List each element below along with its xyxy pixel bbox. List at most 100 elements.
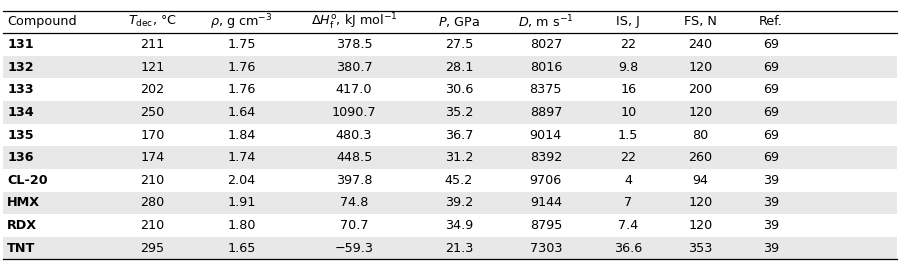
Text: 9706: 9706: [530, 174, 562, 187]
Text: 353: 353: [688, 242, 713, 255]
Text: 1.5: 1.5: [618, 129, 638, 142]
Text: $\rho$, g cm$^{-3}$: $\rho$, g cm$^{-3}$: [211, 12, 273, 32]
Text: 39: 39: [763, 219, 778, 232]
Text: 211: 211: [140, 38, 165, 51]
Text: 240: 240: [688, 38, 712, 51]
Text: 4: 4: [625, 174, 632, 187]
Text: 1.75: 1.75: [228, 38, 256, 51]
Text: 22: 22: [620, 151, 636, 164]
Text: $P$, GPa: $P$, GPa: [438, 15, 480, 29]
Text: 202: 202: [140, 83, 165, 96]
Text: 8016: 8016: [530, 61, 562, 74]
Text: $\Delta H_\mathregular{f}^\mathregular{o}$, kJ mol$^{-1}$: $\Delta H_\mathregular{f}^\mathregular{o…: [310, 12, 398, 32]
Text: 170: 170: [140, 129, 165, 142]
Text: 9.8: 9.8: [618, 61, 638, 74]
Text: 8795: 8795: [530, 219, 562, 232]
Text: 210: 210: [140, 219, 165, 232]
Bar: [3, 56, 897, 78]
Text: 36.6: 36.6: [614, 242, 643, 255]
Text: 69: 69: [763, 61, 778, 74]
Text: HMX: HMX: [7, 196, 40, 209]
Text: 120: 120: [688, 106, 712, 119]
Text: 28.1: 28.1: [445, 61, 473, 74]
Text: 39: 39: [763, 196, 778, 209]
Text: 448.5: 448.5: [336, 151, 373, 164]
Bar: [3, 146, 897, 169]
Text: 70.7: 70.7: [340, 219, 368, 232]
Text: RDX: RDX: [7, 219, 37, 232]
Text: CL-20: CL-20: [7, 174, 48, 187]
Text: 1.80: 1.80: [228, 219, 256, 232]
Text: 280: 280: [140, 196, 165, 209]
Text: 1.76: 1.76: [228, 83, 256, 96]
Text: 200: 200: [688, 83, 712, 96]
Bar: [3, 101, 897, 124]
Text: 380.7: 380.7: [336, 61, 373, 74]
Text: −59.3: −59.3: [335, 242, 374, 255]
Text: 1.84: 1.84: [228, 129, 256, 142]
Text: FS, N: FS, N: [684, 15, 716, 28]
Text: 69: 69: [763, 151, 778, 164]
Text: 35.2: 35.2: [445, 106, 473, 119]
Text: 480.3: 480.3: [336, 129, 373, 142]
Text: Ref.: Ref.: [759, 15, 783, 28]
Text: 10: 10: [620, 106, 636, 119]
Text: 34.9: 34.9: [445, 219, 473, 232]
Text: 69: 69: [763, 38, 778, 51]
Bar: [3, 237, 897, 260]
Text: 1.74: 1.74: [228, 151, 256, 164]
Text: 134: 134: [7, 106, 34, 119]
Text: 120: 120: [688, 61, 712, 74]
Text: 39.2: 39.2: [445, 196, 473, 209]
Text: TNT: TNT: [7, 242, 36, 255]
Text: $T_\mathregular{dec}$, °C: $T_\mathregular{dec}$, °C: [128, 14, 177, 29]
Text: $D$, m s$^{-1}$: $D$, m s$^{-1}$: [518, 13, 573, 31]
Text: 7.4: 7.4: [618, 219, 638, 232]
Text: 417.0: 417.0: [336, 83, 373, 96]
Text: 120: 120: [688, 219, 712, 232]
Text: IS, J: IS, J: [616, 15, 640, 28]
Text: 1.76: 1.76: [228, 61, 256, 74]
Text: 260: 260: [688, 151, 712, 164]
Text: 69: 69: [763, 129, 778, 142]
Text: 133: 133: [7, 83, 34, 96]
Text: 9014: 9014: [530, 129, 562, 142]
Text: 16: 16: [620, 83, 636, 96]
Text: 250: 250: [140, 106, 165, 119]
Text: 132: 132: [7, 61, 34, 74]
Bar: [3, 192, 897, 214]
Text: 7303: 7303: [529, 242, 562, 255]
Text: 69: 69: [763, 83, 778, 96]
Text: 8375: 8375: [529, 83, 562, 96]
Text: 7: 7: [624, 196, 633, 209]
Text: 378.5: 378.5: [336, 38, 373, 51]
Text: 295: 295: [140, 242, 165, 255]
Text: 9144: 9144: [530, 196, 562, 209]
Text: 30.6: 30.6: [445, 83, 473, 96]
Text: 8392: 8392: [530, 151, 562, 164]
Text: 174: 174: [140, 151, 165, 164]
Text: 210: 210: [140, 174, 165, 187]
Text: 2.04: 2.04: [228, 174, 256, 187]
Text: 1.64: 1.64: [228, 106, 256, 119]
Text: 8027: 8027: [530, 38, 562, 51]
Text: 39: 39: [763, 174, 778, 187]
Text: 397.8: 397.8: [336, 174, 373, 187]
Text: 36.7: 36.7: [445, 129, 473, 142]
Text: 39: 39: [763, 242, 778, 255]
Text: Compound: Compound: [7, 15, 77, 28]
Text: 1.91: 1.91: [228, 196, 256, 209]
Text: 69: 69: [763, 106, 778, 119]
Text: 121: 121: [140, 61, 165, 74]
Text: 27.5: 27.5: [445, 38, 473, 51]
Text: 131: 131: [7, 38, 34, 51]
Text: 45.2: 45.2: [445, 174, 473, 187]
Text: 1.65: 1.65: [228, 242, 256, 255]
Text: 8897: 8897: [530, 106, 562, 119]
Text: 1090.7: 1090.7: [332, 106, 376, 119]
Text: 31.2: 31.2: [445, 151, 473, 164]
Text: 135: 135: [7, 129, 34, 142]
Text: 120: 120: [688, 196, 712, 209]
Text: 136: 136: [7, 151, 33, 164]
Text: 94: 94: [692, 174, 708, 187]
